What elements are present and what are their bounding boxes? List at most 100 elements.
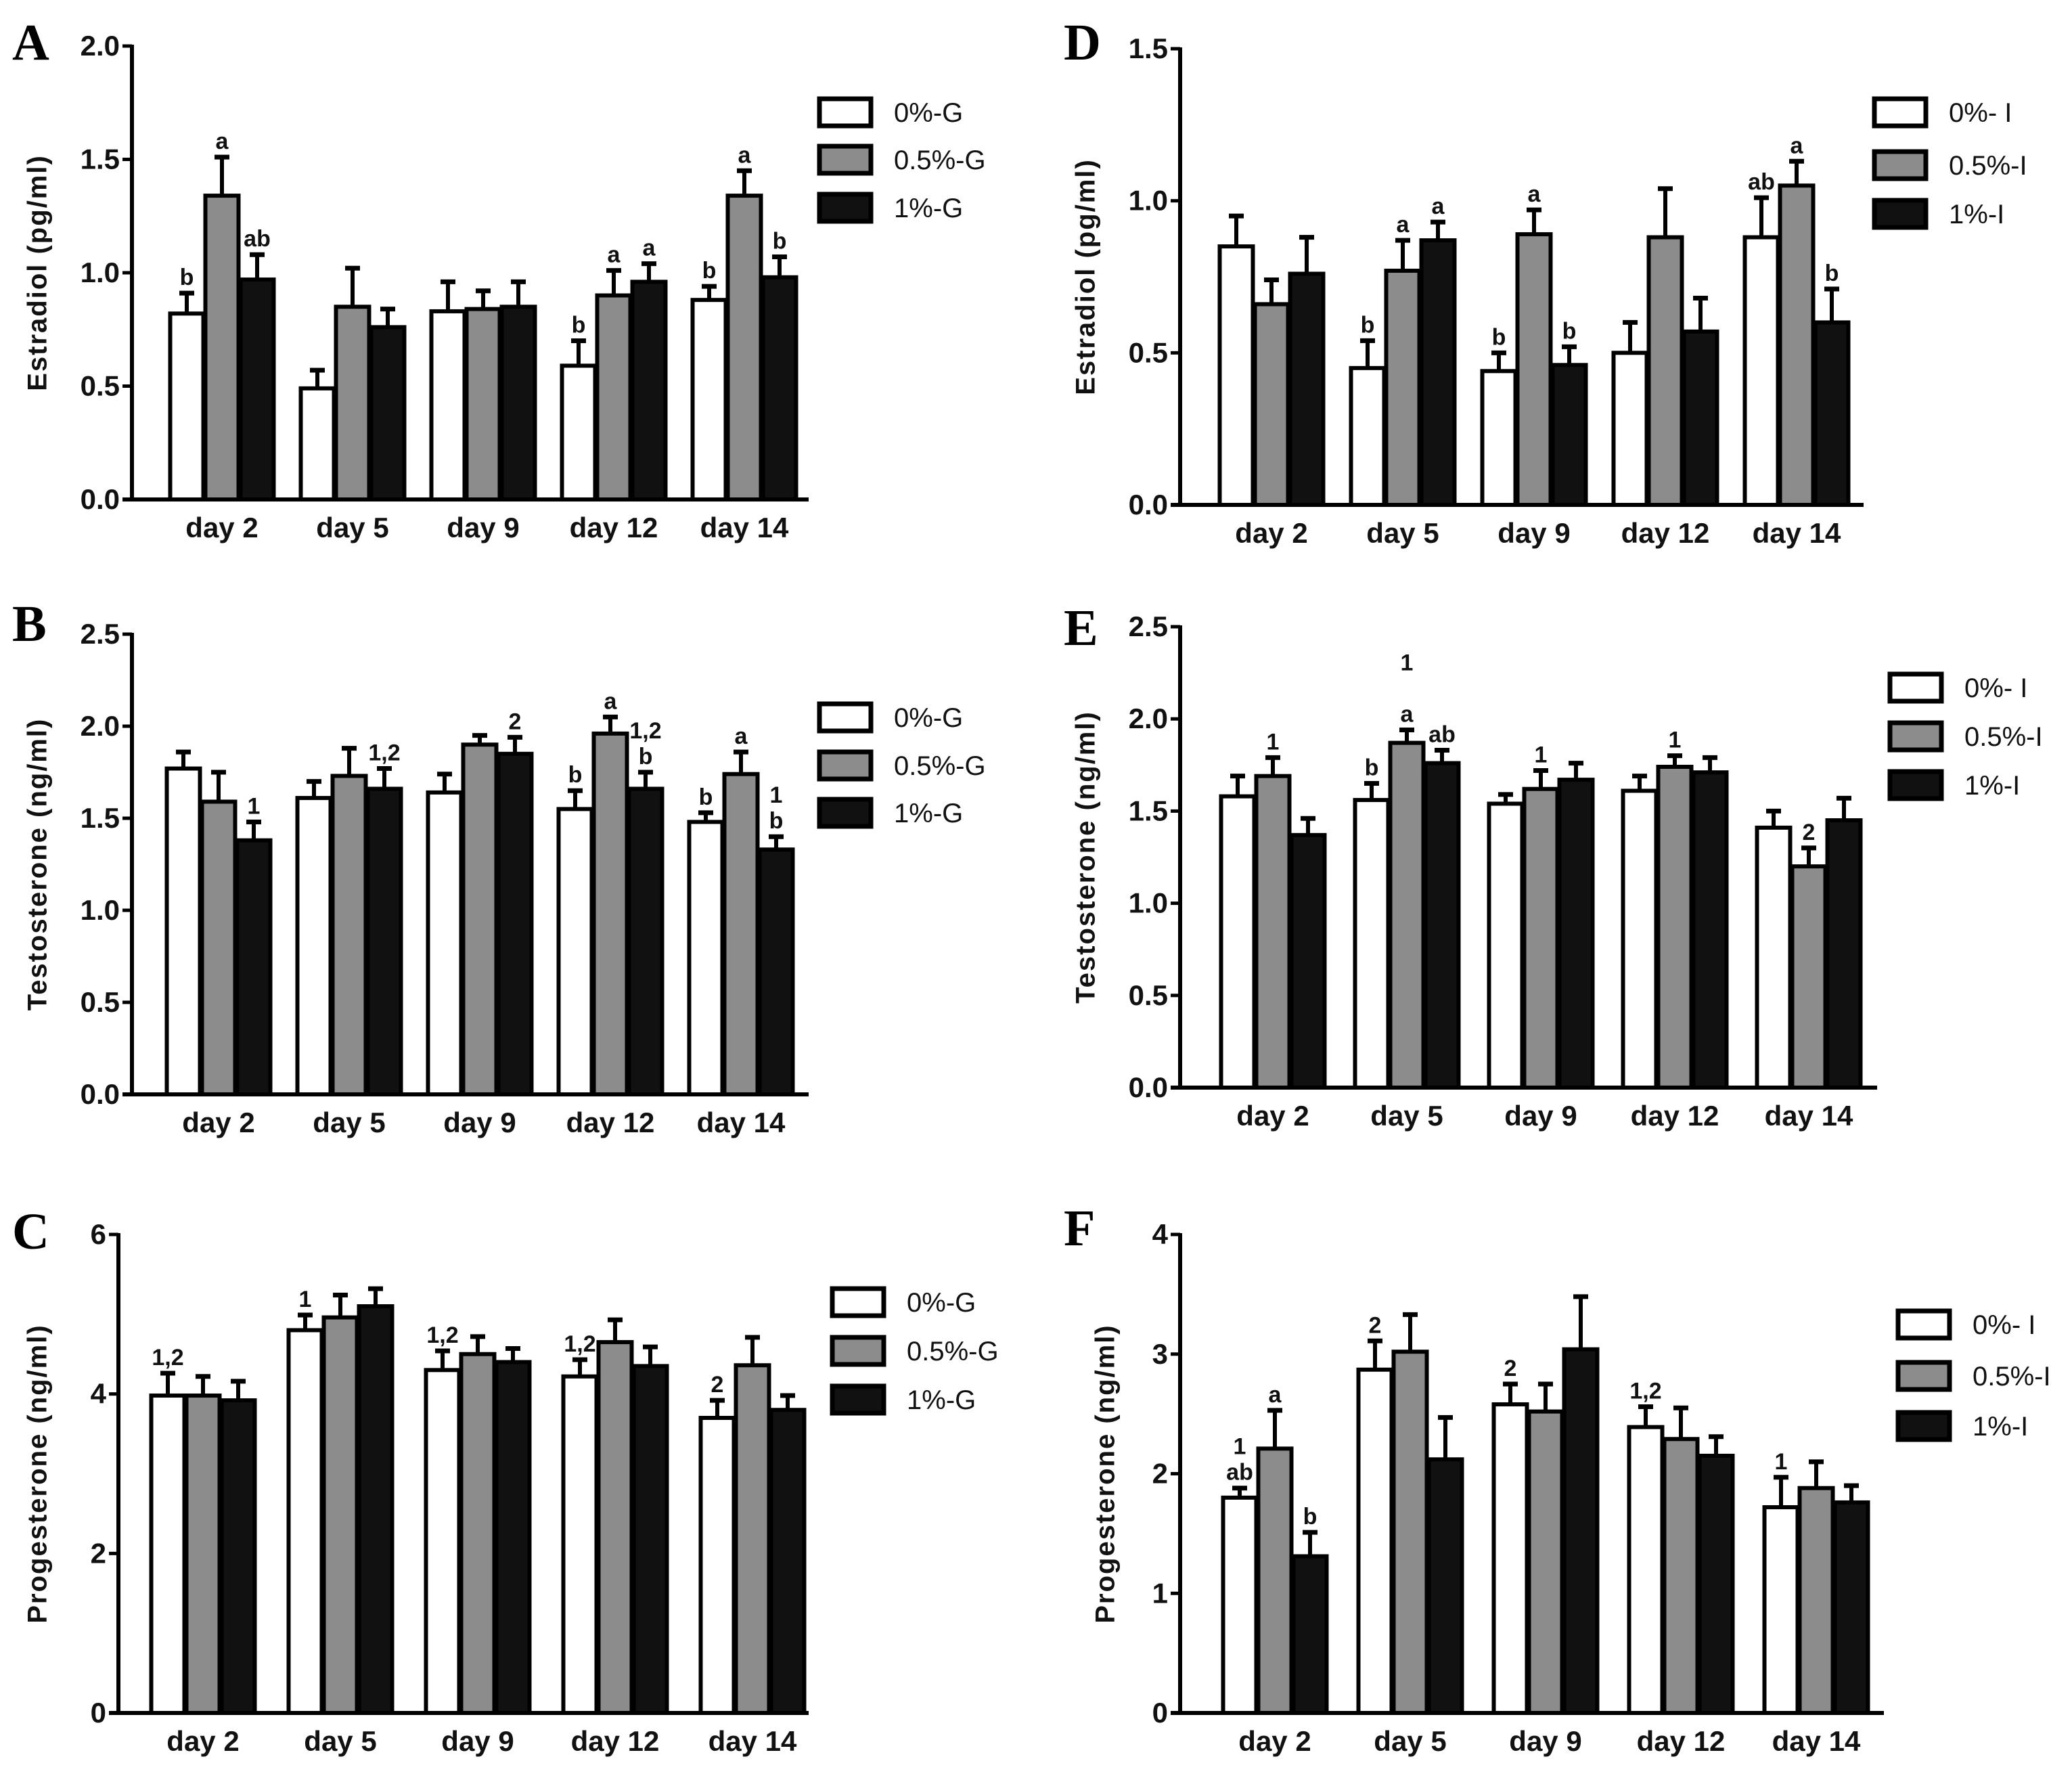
bar-0-I-day-12: [1621, 788, 1659, 1090]
panel-A: A Estradiol (pg/ml) 0.0 0.5 1.0 1.5 2.0 day 2 b a…: [12, 14, 986, 543]
significance-label: 1: [248, 793, 261, 819]
bar-0-5-G-day-9: [461, 742, 499, 1096]
y-axis-title: Testosterone (ng/ml): [23, 718, 53, 1011]
bar-0-5-I-day-9: [1522, 786, 1560, 1090]
x-tick-label: day 2: [182, 1107, 254, 1138]
x-tick-label: day 2: [1236, 1100, 1309, 1132]
significance-label: b: [1492, 324, 1506, 350]
legend-label: 1%-G: [894, 194, 963, 223]
bar-1-I-day-12: [1682, 329, 1719, 507]
significance-label: b: [1303, 1504, 1317, 1530]
bar-0-5-I-day-12: [1646, 235, 1684, 507]
bar-1-G-day-5: [365, 786, 403, 1096]
panel-letter: E: [1064, 600, 1098, 656]
legend-swatch: [1895, 1410, 1952, 1442]
y-tick-label: 0.5: [81, 986, 120, 1018]
y-tick-label: 0.5: [81, 370, 120, 402]
significance-label: 1,2: [152, 1345, 183, 1371]
significance-label: ab: [1428, 722, 1456, 748]
bar-0-5-I-day-5: [1388, 740, 1426, 1090]
x-tick-label: day 2: [1235, 517, 1307, 549]
significance-label: a: [1269, 1382, 1282, 1408]
panel-D: D Estradiol (pg/ml) 0.0 0.5 1.0 1.5 day 2 day 5…: [1064, 14, 2027, 549]
significance-label: 1: [1775, 1449, 1788, 1475]
bar-0-I-day-14: [1762, 1505, 1800, 1715]
bar-0-5-I-day-12: [1662, 1437, 1700, 1715]
bar-0-G-day-2: [164, 766, 202, 1097]
x-tick-label: day 14: [1772, 1725, 1861, 1757]
significance-label: a: [643, 236, 656, 261]
bar-1-I-day-14: [1813, 320, 1851, 507]
bar-0-5-G-day-5: [330, 774, 368, 1096]
bar-1-G-day-12: [631, 1364, 669, 1716]
bar-1-G-day-2: [235, 838, 273, 1096]
y-axis-title: Progesterone (ng/ml): [1091, 1324, 1121, 1623]
significance-label: ab: [1226, 1460, 1253, 1486]
legend-label: 0%- I: [1949, 98, 2012, 128]
significance-label: b: [639, 744, 653, 770]
x-tick-label: day 2: [185, 512, 258, 543]
bar-0-G-day-14: [698, 1416, 736, 1715]
bar-0-G-day-12: [556, 807, 594, 1097]
x-tick-label: day 14: [697, 1107, 786, 1138]
panel-letter: A: [12, 14, 49, 71]
bar-1-G-day-14: [757, 847, 795, 1096]
significance-label: 1: [299, 1287, 312, 1312]
x-tick-label: day 5: [313, 1107, 385, 1138]
y-tick-label: 1.0: [81, 257, 120, 288]
bar-1-I-day-14: [1832, 1500, 1870, 1715]
bar-1-I-day-14: [1825, 818, 1863, 1090]
x-tick-label: day 5: [1366, 517, 1439, 549]
significance-label: ab: [244, 226, 271, 252]
bar-0-I-day-2: [1217, 244, 1255, 507]
bar-1-I-day-12: [1691, 770, 1729, 1090]
bar-0-I-day-9: [1491, 1402, 1529, 1716]
bar-0-5-I-day-9: [1515, 232, 1553, 507]
y-tick-label: 1.0: [81, 894, 120, 926]
bar-0-5-G-day-5: [321, 1315, 359, 1715]
significance-label: ab: [1748, 169, 1775, 195]
y-tick-label: 2.0: [81, 30, 120, 62]
bar-0-G-day-2: [168, 311, 206, 502]
legend-swatch: [830, 1286, 886, 1318]
y-tick-label: 4: [1152, 1218, 1169, 1250]
x-tick-label: day 5: [1374, 1725, 1446, 1757]
significance-label: 1: [1234, 1434, 1246, 1460]
bar-1-G-day-2: [219, 1398, 257, 1715]
panel-letter: B: [12, 596, 47, 652]
significance-label: 2: [1803, 820, 1816, 845]
legend-label: 0.5%-I: [1973, 1362, 2051, 1391]
bar-0-5-I-day-14: [1778, 183, 1816, 507]
legend-swatch: [1872, 198, 1929, 230]
bar-0-I-day-9: [1480, 369, 1518, 507]
panel-E: E Testosterone (ng/ml) 0.0 0.5 1.0 1.5 2.0 2.5 d…: [1064, 600, 2043, 1132]
significance-label: a: [216, 129, 229, 154]
bar-1-I-day-9: [1557, 778, 1595, 1090]
significance-label: a: [1397, 212, 1410, 238]
significance-label: 2: [509, 709, 522, 734]
y-tick-label: 0: [1152, 1697, 1168, 1729]
y-tick-label: 0.0: [81, 483, 120, 515]
y-tick-label: 0.0: [1129, 489, 1168, 520]
bar-0-G-day-2: [149, 1394, 187, 1716]
bar-0-I-day-12: [1611, 351, 1649, 507]
bar-0-G-day-9: [426, 790, 464, 1097]
bar-1-G-day-14: [769, 1408, 807, 1716]
y-tick-label: 1.0: [1129, 185, 1168, 217]
bar-1-I-day-2: [1288, 271, 1326, 507]
panel-letter: F: [1064, 1200, 1095, 1257]
x-tick-label: day 9: [1497, 517, 1570, 549]
y-tick-label: 2.0: [1129, 703, 1168, 734]
x-tick-label: day 5: [316, 512, 388, 543]
significance-label: 2: [711, 1372, 724, 1398]
bar-0-I-day-9: [1487, 801, 1525, 1090]
significance-label: b: [702, 258, 717, 284]
bar-0-5-I-day-2: [1254, 774, 1292, 1090]
y-tick-label: 3: [1152, 1338, 1168, 1370]
bar-0-I-day-14: [1742, 235, 1780, 507]
bar-1-I-day-9: [1562, 1347, 1600, 1716]
bar-0-G-day-9: [424, 1368, 461, 1715]
bar-1-G-day-14: [761, 275, 798, 502]
bar-0-I-day-14: [1755, 825, 1793, 1090]
significance-label: 1,2: [1629, 1379, 1661, 1404]
